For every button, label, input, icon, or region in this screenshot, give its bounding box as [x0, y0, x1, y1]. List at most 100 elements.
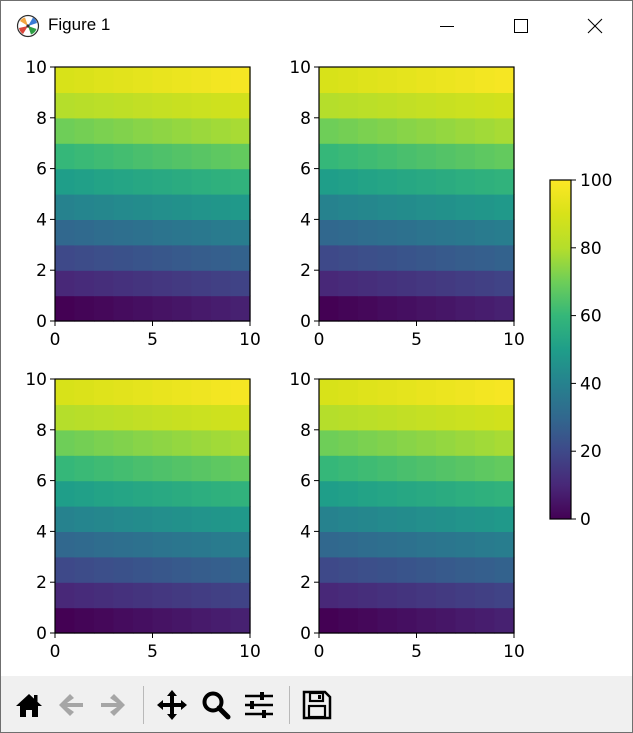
subplot-top-right[interactable]: 0 5 10 0 2 4 6 8 10 [289, 58, 524, 350]
subplot-bottom-right[interactable]: 0 5 10 0 2 4 6 8 10 [289, 370, 524, 662]
heatmap-cell [113, 404, 134, 431]
heatmap-cell [377, 404, 398, 431]
forward-button[interactable] [97, 689, 129, 721]
heatmap-cell [172, 531, 193, 558]
close-button[interactable] [558, 1, 632, 51]
heatmap-cell [494, 455, 515, 482]
y-tick-label: 10 [25, 370, 47, 390]
back-button[interactable] [55, 689, 87, 721]
heatmap-cell [338, 92, 359, 119]
zoom-button[interactable] [200, 689, 232, 721]
heatmap-cell [74, 404, 95, 431]
y-tick-label: 4 [36, 210, 47, 230]
heatmap-cell [152, 404, 173, 431]
heatmap-cell [455, 506, 476, 532]
heatmap-cell [358, 67, 379, 93]
heatmap-cell [475, 67, 496, 93]
heatmap-cell [152, 531, 173, 558]
y-tick-label: 10 [25, 58, 47, 78]
title-bar[interactable]: Figure 1 [1, 1, 632, 51]
heatmap-cell [55, 270, 76, 297]
heatmap-cell [455, 429, 476, 456]
heatmap-cell [133, 117, 154, 144]
heatmap-cell [94, 295, 115, 322]
heatmap-cell [230, 379, 251, 405]
configure-subplots-button[interactable] [243, 689, 275, 721]
heatmap-cell [358, 244, 379, 271]
heatmap-cell [74, 295, 95, 322]
heatmap-cell [319, 244, 340, 271]
heatmap-cell [358, 295, 379, 322]
heatmap-cell [230, 219, 251, 246]
heatmap-cell [55, 67, 76, 93]
toolbar-separator [143, 686, 144, 724]
heatmap-cell [133, 270, 154, 297]
heatmap-cell [211, 607, 232, 634]
heatmap-cell [211, 404, 232, 431]
heatmap-cell [377, 194, 398, 220]
heatmap-cell [377, 556, 398, 583]
heatmap-cell [133, 404, 154, 431]
x-tick-label: 10 [503, 642, 525, 662]
heatmap-cell [416, 531, 437, 558]
pan-button[interactable] [156, 689, 188, 721]
minimize-button[interactable] [410, 1, 484, 51]
heatmap-cell [191, 556, 212, 583]
heatmap-cell [152, 219, 173, 246]
heatmap-cell [94, 219, 115, 246]
heatmap-cell [475, 270, 496, 297]
heatmap-cell [494, 270, 515, 297]
heatmap-cell [211, 455, 232, 482]
figure-canvas[interactable]: 0 5 10 0 2 4 6 8 10 0 5 10 0 2 4 6 8 10 0 5 10 0 2 4 6 8 10 0 5 10 0 2 4… [1, 51, 632, 676]
heatmap-cell [172, 244, 193, 271]
heatmap-cell [397, 244, 418, 271]
sliders-icon [245, 692, 273, 718]
heatmap-cell [113, 582, 134, 609]
x-tick-label: 10 [239, 642, 261, 662]
maximize-icon [514, 19, 528, 33]
heatmap-cell [172, 219, 193, 246]
heatmap-cell [475, 379, 496, 405]
heatmap-cell [319, 67, 340, 93]
heatmap-cell [338, 429, 359, 456]
subplot-top-left[interactable]: 0 5 10 0 2 4 6 8 10 [25, 58, 260, 350]
heatmap-cell [397, 117, 418, 144]
heatmap-cell [436, 117, 457, 144]
heatmap-cell [211, 379, 232, 405]
heatmap-cell [494, 143, 515, 170]
x-tick-label: 0 [50, 642, 61, 662]
heatmap-cell [319, 168, 340, 195]
heatmap-cell [211, 168, 232, 195]
subplot-bottom-left[interactable]: 0 5 10 0 2 4 6 8 10 [25, 370, 260, 662]
heatmap-cell [55, 455, 76, 482]
heatmap-cell [133, 244, 154, 271]
heatmap-cell [475, 168, 496, 195]
heatmap-cell [211, 429, 232, 456]
heatmap-cell [397, 404, 418, 431]
heatmap-cell [358, 531, 379, 558]
heatmap-cell [397, 67, 418, 93]
heatmap-cell [338, 404, 359, 431]
heatmap-cell [94, 582, 115, 609]
heatmap-cell [436, 270, 457, 297]
heatmap-cell [494, 556, 515, 583]
heatmap-cell [211, 67, 232, 93]
heatmap-cell [55, 379, 76, 405]
colorbar: 0 20 40 60 80 100 [549, 171, 612, 530]
heatmap-cell [74, 270, 95, 297]
left-arrow-icon [59, 694, 83, 716]
heatmap-cell [416, 117, 437, 144]
heatmap-cell [152, 480, 173, 507]
heatmap-cell [55, 556, 76, 583]
heatmap-cell [211, 531, 232, 558]
heatmap-cell [377, 168, 398, 195]
save-button[interactable] [301, 689, 333, 721]
y-tick-label: 8 [300, 109, 311, 129]
heatmap-cell [230, 556, 251, 583]
home-button[interactable] [13, 689, 45, 721]
heatmap-cell [191, 168, 212, 195]
maximize-button[interactable] [484, 1, 558, 51]
y-tick-label: 4 [36, 522, 47, 542]
heatmap-cell [455, 379, 476, 405]
